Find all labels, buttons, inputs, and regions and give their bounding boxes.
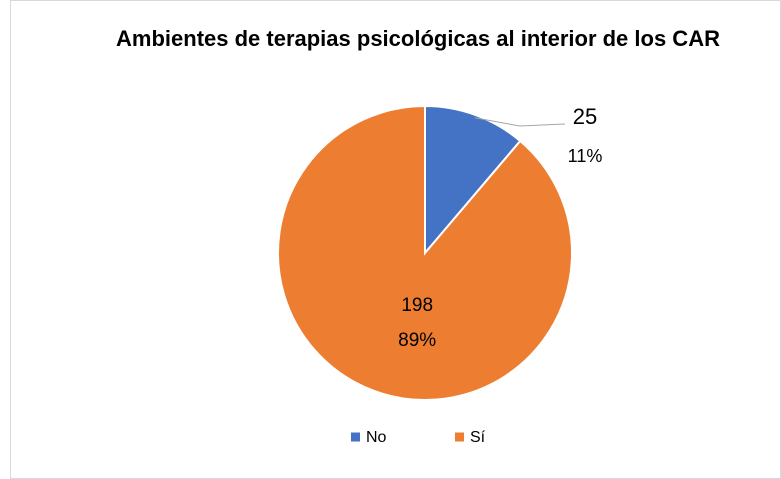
percent-label: 89% bbox=[398, 330, 436, 351]
value-label: 25 bbox=[573, 104, 597, 129]
leader-line bbox=[474, 117, 566, 127]
legend-label: Sí bbox=[470, 429, 486, 446]
value-label: 198 bbox=[401, 295, 433, 316]
legend-swatch bbox=[455, 432, 464, 442]
percent-label: 11% bbox=[568, 146, 603, 166]
pie-slice bbox=[424, 104, 522, 256]
pie-slice bbox=[277, 104, 573, 401]
legend-label: No bbox=[366, 429, 387, 446]
legend-swatch bbox=[351, 432, 360, 442]
chart-title: Ambientes de terapias psicológicas al in… bbox=[116, 26, 720, 51]
